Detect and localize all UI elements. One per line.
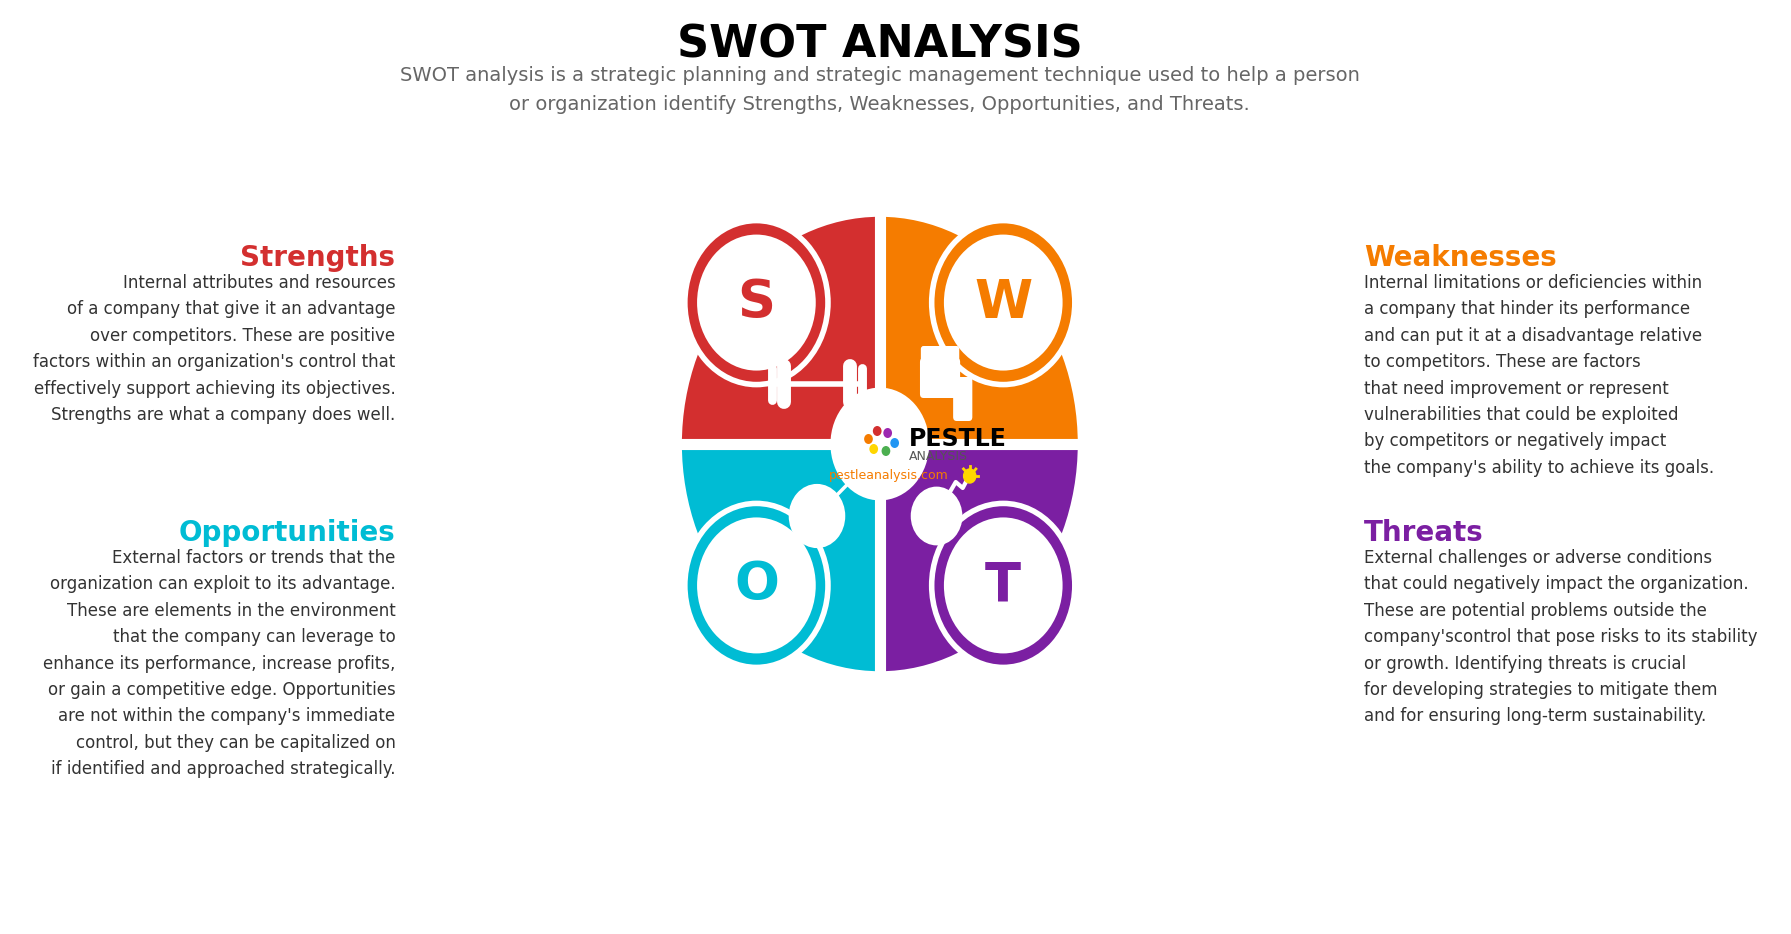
Circle shape: [881, 446, 890, 456]
Circle shape: [872, 426, 881, 436]
Wedge shape: [679, 214, 879, 444]
Text: ANALYSIS: ANALYSIS: [908, 449, 967, 462]
Text: O: O: [734, 559, 779, 612]
FancyBboxPatch shape: [921, 358, 960, 398]
Text: Internal limitations or deficiencies within
a company that hinder its performanc: Internal limitations or deficiencies wit…: [1365, 274, 1714, 476]
Wedge shape: [679, 444, 879, 674]
Circle shape: [697, 517, 815, 654]
Circle shape: [931, 503, 1075, 668]
Circle shape: [964, 469, 976, 483]
Text: SWOT ANALYSIS: SWOT ANALYSIS: [677, 24, 1084, 67]
Circle shape: [684, 503, 827, 668]
Circle shape: [863, 434, 872, 444]
Text: Internal attributes and resources
of a company that give it an advantage
over co: Internal attributes and resources of a c…: [34, 274, 396, 424]
Circle shape: [684, 220, 827, 385]
Circle shape: [931, 220, 1075, 385]
FancyBboxPatch shape: [953, 377, 973, 421]
Circle shape: [944, 234, 1062, 371]
Circle shape: [883, 428, 892, 438]
Text: PESTLE: PESTLE: [908, 427, 1007, 451]
Text: External factors or trends that the
organization can exploit to its advantage.
T: External factors or trends that the orga…: [43, 549, 396, 778]
Text: Strengths: Strengths: [240, 244, 396, 272]
Text: T: T: [985, 559, 1021, 612]
Text: Weaknesses: Weaknesses: [1365, 244, 1556, 272]
Wedge shape: [879, 444, 1080, 674]
Circle shape: [806, 503, 827, 529]
Circle shape: [890, 438, 899, 448]
Circle shape: [944, 517, 1062, 654]
Circle shape: [792, 486, 844, 546]
Text: pestleanalysis.com: pestleanalysis.com: [829, 469, 949, 482]
FancyBboxPatch shape: [921, 346, 960, 366]
Text: SWOT analysis is a strategic planning and strategic management technique used to: SWOT analysis is a strategic planning an…: [399, 66, 1359, 115]
Text: S: S: [738, 276, 776, 329]
Circle shape: [912, 488, 962, 544]
Wedge shape: [879, 214, 1080, 444]
Text: Opportunities: Opportunities: [179, 519, 396, 547]
Text: W: W: [974, 276, 1032, 329]
Text: Threats: Threats: [1365, 519, 1485, 547]
Circle shape: [697, 234, 815, 371]
Circle shape: [831, 389, 928, 499]
Text: External challenges or adverse conditions
that could negatively impact the organ: External challenges or adverse condition…: [1365, 549, 1757, 726]
Circle shape: [869, 444, 878, 454]
